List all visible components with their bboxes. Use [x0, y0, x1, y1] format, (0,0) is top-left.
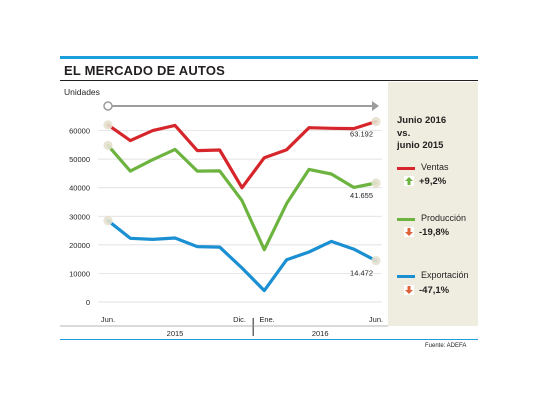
y-tick-label: 60000	[69, 127, 90, 136]
end-value-label: 41.655	[350, 191, 373, 200]
series-point-marker	[103, 120, 113, 130]
legend-heading-line: Junio 2016	[397, 115, 447, 126]
legend-heading-line: junio 2015	[397, 140, 444, 151]
x-tick-label: Dic.	[233, 315, 246, 324]
legend-swatch-produccion	[397, 218, 415, 221]
y-tick-label: 0	[86, 298, 90, 307]
legend-change-produccion: -19,8%	[419, 227, 450, 238]
x-tick-label: Jun.	[101, 315, 115, 324]
series-line	[106, 143, 378, 252]
arrow-down-icon	[404, 285, 414, 295]
series-point-marker	[103, 140, 113, 151]
legend-label-produccion: Producción	[421, 213, 467, 223]
source-note: Fuente: ADEFA	[425, 343, 467, 349]
series-point-marker	[371, 116, 381, 127]
legend-heading-line: vs.	[397, 127, 411, 139]
end-value-label: 63.192	[350, 129, 373, 138]
y-tick-label: 10000	[69, 269, 90, 278]
series-line	[106, 219, 378, 293]
bottom-rule	[60, 339, 478, 340]
y-tick-label: 50000	[69, 155, 90, 164]
legend-swatch-ventas	[397, 167, 415, 170]
y-tick-label: 40000	[69, 184, 90, 193]
x-group-label: 2015	[167, 329, 184, 338]
y-tick-label: 30000	[69, 212, 90, 221]
series-line	[106, 119, 378, 190]
series-point-marker	[103, 215, 113, 226]
arrow-up-icon	[404, 176, 414, 186]
timeline-arrowhead	[372, 101, 379, 111]
legend-label-ventas: Ventas	[421, 162, 449, 172]
legend-swatch-exportacion	[397, 275, 415, 278]
legend-heading: Junio 2016 vs. junio 2015	[397, 115, 477, 153]
legend-change-exportacion: -47,1%	[419, 285, 450, 296]
chart-title: EL MERCADO DE AUTOS	[64, 63, 226, 78]
legend-change-ventas: +9,2%	[419, 176, 447, 187]
top-rule	[60, 56, 478, 59]
x-tick-label: Ene.	[259, 315, 274, 324]
legend-label-exportacion: Exportación	[421, 270, 469, 280]
x-group-label: 2016	[312, 329, 329, 338]
series-point-marker	[371, 256, 381, 266]
timeline-start-marker	[103, 101, 113, 111]
series-point-marker	[371, 178, 381, 188]
x-tick-label: Jun.	[369, 315, 383, 324]
end-value-label: 14.472	[350, 269, 373, 278]
arrow-down-icon	[404, 227, 414, 237]
legend-panel	[388, 82, 478, 326]
y-tick-label: 20000	[69, 241, 90, 250]
title-rule	[60, 80, 478, 81]
y-axis-title: Unidades	[64, 87, 100, 97]
